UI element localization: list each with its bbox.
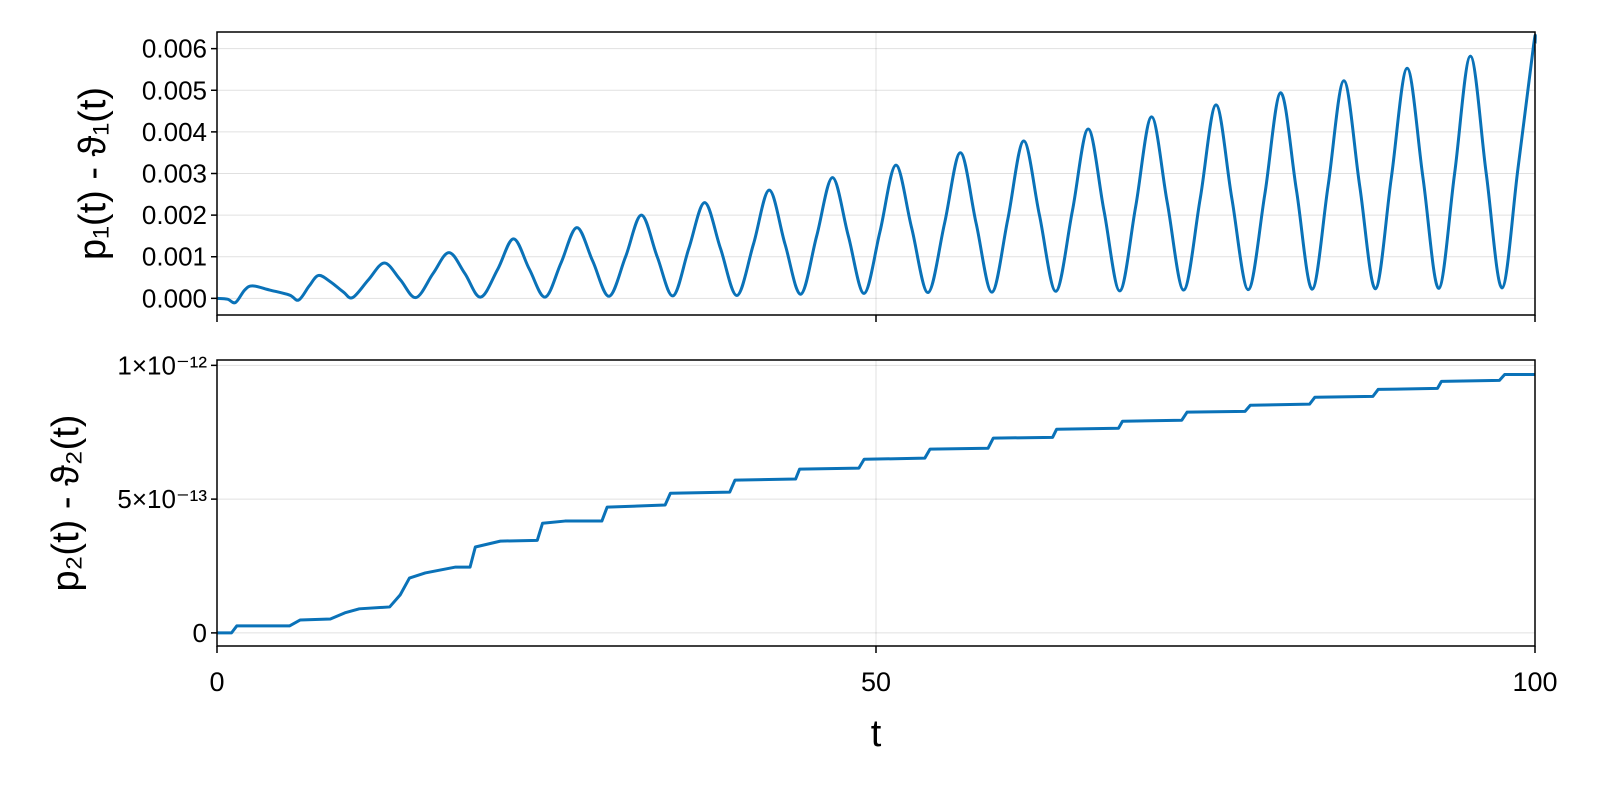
x-tick-label: 100: [1512, 667, 1557, 697]
y-axis-label: p₁(t) - ϑ₁(t): [72, 87, 114, 260]
y-tick-label: 5×10⁻¹³: [117, 484, 207, 514]
y-tick-label: 0.005: [142, 75, 207, 105]
y-tick-label: 0: [193, 618, 207, 648]
axes-frame: [216, 31, 1536, 316]
y-tick-label: 0.003: [142, 159, 207, 189]
y-tick-label: 0.002: [142, 200, 207, 230]
y-tick-label: 0.000: [142, 283, 207, 313]
axes-frame: [216, 359, 1536, 647]
x-axis-label: t: [871, 713, 882, 755]
data-line: [216, 33, 1537, 305]
y-tick-label: 0.006: [142, 34, 207, 64]
y-axis-label: p₂(t) - ϑ₂(t): [45, 415, 87, 592]
data-line: [217, 372, 1535, 635]
y-tick-label: 0.004: [142, 117, 207, 147]
x-tick-label: 0: [209, 667, 224, 697]
y-tick-label: 1×10⁻¹²: [117, 350, 207, 380]
y-tick-label: 0.001: [142, 242, 207, 272]
x-tick-label: 50: [861, 667, 891, 697]
